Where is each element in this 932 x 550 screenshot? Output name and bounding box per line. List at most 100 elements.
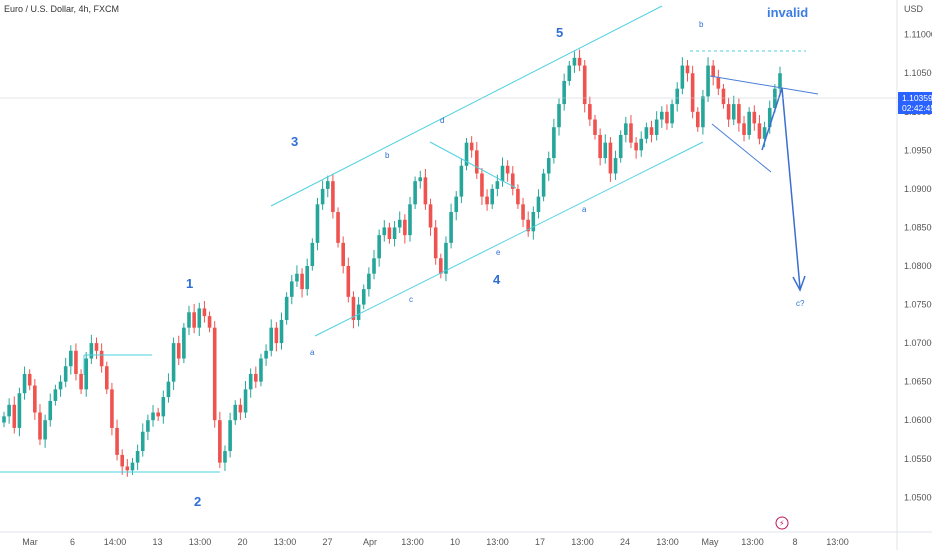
candle-body bbox=[356, 304, 361, 320]
candle-body bbox=[238, 404, 243, 413]
candle-body bbox=[469, 142, 474, 151]
candle-body bbox=[624, 123, 628, 135]
candle-body bbox=[104, 366, 109, 390]
time-tick-label: 6 bbox=[70, 537, 75, 547]
candle-body bbox=[408, 204, 412, 236]
price-tick-label: 1.06000 bbox=[904, 415, 932, 425]
time-tick-label: 13:00 bbox=[189, 537, 212, 547]
candle-body bbox=[27, 373, 32, 386]
wave-label-4: 4 bbox=[493, 272, 501, 287]
candle-body bbox=[757, 123, 762, 139]
candle-body bbox=[603, 142, 608, 159]
candles bbox=[2, 49, 782, 477]
candle-body bbox=[449, 212, 453, 243]
candle-body bbox=[315, 204, 320, 243]
time-tick-label: Mar bbox=[22, 537, 38, 547]
sub-wave-a: a bbox=[310, 348, 315, 357]
candle-body bbox=[228, 420, 232, 452]
time-axis-ticks: Mar 6 14:00 13 13:00 20 13:00 27 Apr 13:00 10 13:00… bbox=[22, 537, 849, 547]
candle-body bbox=[367, 273, 371, 290]
time-tick-label: 17 bbox=[535, 537, 545, 547]
time-tick-label: 13:00 bbox=[274, 537, 297, 547]
candle-body bbox=[474, 150, 479, 174]
candle-body bbox=[510, 173, 515, 189]
candle-body bbox=[182, 327, 186, 359]
candle-body bbox=[490, 188, 495, 205]
wave-label-1: 1 bbox=[186, 276, 193, 291]
candle-body bbox=[38, 412, 42, 440]
candle-body bbox=[259, 358, 263, 382]
triangle-upper-line bbox=[429, 141, 517, 189]
candle-body bbox=[423, 177, 428, 205]
wave-label-3: 3 bbox=[291, 134, 298, 149]
time-tick-label: 13:00 bbox=[656, 537, 679, 547]
candle-body bbox=[279, 319, 284, 344]
candle-body bbox=[382, 227, 387, 236]
candle-body bbox=[413, 181, 417, 205]
candle-body bbox=[706, 65, 710, 97]
sub-wave-c: c bbox=[409, 295, 413, 304]
candle-body bbox=[459, 165, 464, 197]
candle-body bbox=[336, 212, 340, 243]
event-flash-icon[interactable] bbox=[775, 516, 789, 530]
candle-body bbox=[690, 73, 695, 112]
candle-body bbox=[264, 350, 268, 359]
candle-body bbox=[331, 181, 335, 213]
candle-body bbox=[33, 385, 37, 413]
candle-body bbox=[43, 420, 47, 440]
candle-body bbox=[305, 266, 310, 290]
price-tick-label: 1.10500 bbox=[904, 68, 932, 78]
candle-body bbox=[84, 358, 89, 390]
candle-body bbox=[654, 119, 659, 135]
candle-body bbox=[731, 104, 736, 120]
candle-body bbox=[428, 204, 433, 228]
candle-body bbox=[660, 111, 664, 120]
last-price-tag bbox=[898, 92, 932, 114]
candle-body bbox=[187, 312, 191, 328]
candle-body bbox=[726, 104, 731, 120]
price-tick-label: 1.08000 bbox=[904, 261, 932, 271]
candle-body bbox=[146, 420, 150, 432]
candle-body bbox=[685, 65, 690, 74]
wave-label-2: 2 bbox=[194, 494, 201, 509]
candle-body bbox=[742, 123, 746, 135]
wedge-upper-line bbox=[709, 75, 819, 95]
price-tick-label: 1.07500 bbox=[904, 300, 932, 310]
time-tick-label: 8 bbox=[792, 537, 797, 547]
wave-path-up bbox=[761, 87, 783, 151]
price-tick-label: 1.09500 bbox=[904, 145, 932, 155]
candle-body bbox=[608, 142, 613, 174]
candle-body bbox=[48, 400, 53, 421]
candle-body bbox=[295, 273, 299, 282]
candle-body bbox=[639, 138, 644, 151]
candle-body bbox=[7, 404, 11, 417]
invalid-label: invalid bbox=[767, 5, 808, 20]
candle-body bbox=[403, 219, 407, 236]
candle-body bbox=[598, 134, 602, 159]
candle-body bbox=[701, 96, 705, 128]
symbol-label: Euro / U.S. Dollar, 4h, FXCM bbox=[4, 4, 119, 14]
candle-body bbox=[454, 196, 459, 213]
wave-label-5: 5 bbox=[556, 25, 563, 40]
candle-body bbox=[377, 235, 381, 259]
candle-body bbox=[444, 242, 448, 274]
candle-body bbox=[140, 431, 145, 452]
candle-body bbox=[582, 65, 587, 105]
sub-wave-b2: b bbox=[699, 20, 704, 29]
candle-body bbox=[618, 134, 623, 159]
candle-body bbox=[629, 123, 633, 143]
candle-body bbox=[531, 212, 536, 232]
price-tick-label: 1.06500 bbox=[904, 377, 932, 387]
candle-body bbox=[665, 111, 669, 124]
candle-body bbox=[223, 451, 227, 463]
time-tick-label: Apr bbox=[363, 537, 377, 547]
projection-arrow-line bbox=[781, 87, 801, 289]
candle-body bbox=[536, 196, 541, 213]
candle-body bbox=[120, 454, 124, 467]
time-tick-label: 13:00 bbox=[826, 537, 849, 547]
time-tick-label: 13:00 bbox=[571, 537, 594, 547]
candle-body bbox=[572, 57, 577, 66]
candle-body bbox=[192, 312, 196, 328]
candle-body bbox=[557, 104, 561, 128]
